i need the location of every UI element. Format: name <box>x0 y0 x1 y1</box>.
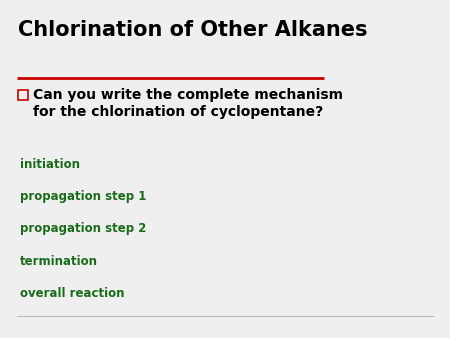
Text: propagation step 1: propagation step 1 <box>20 190 146 203</box>
Text: propagation step 2: propagation step 2 <box>20 222 146 235</box>
Text: termination: termination <box>20 255 98 268</box>
Text: Chlorination of Other Alkanes: Chlorination of Other Alkanes <box>18 20 368 40</box>
Text: for the chlorination of cyclopentane?: for the chlorination of cyclopentane? <box>33 105 323 119</box>
Text: overall reaction: overall reaction <box>20 287 125 300</box>
Bar <box>18 90 28 100</box>
Text: Can you write the complete mechanism: Can you write the complete mechanism <box>33 88 343 102</box>
Text: initiation: initiation <box>20 158 80 171</box>
